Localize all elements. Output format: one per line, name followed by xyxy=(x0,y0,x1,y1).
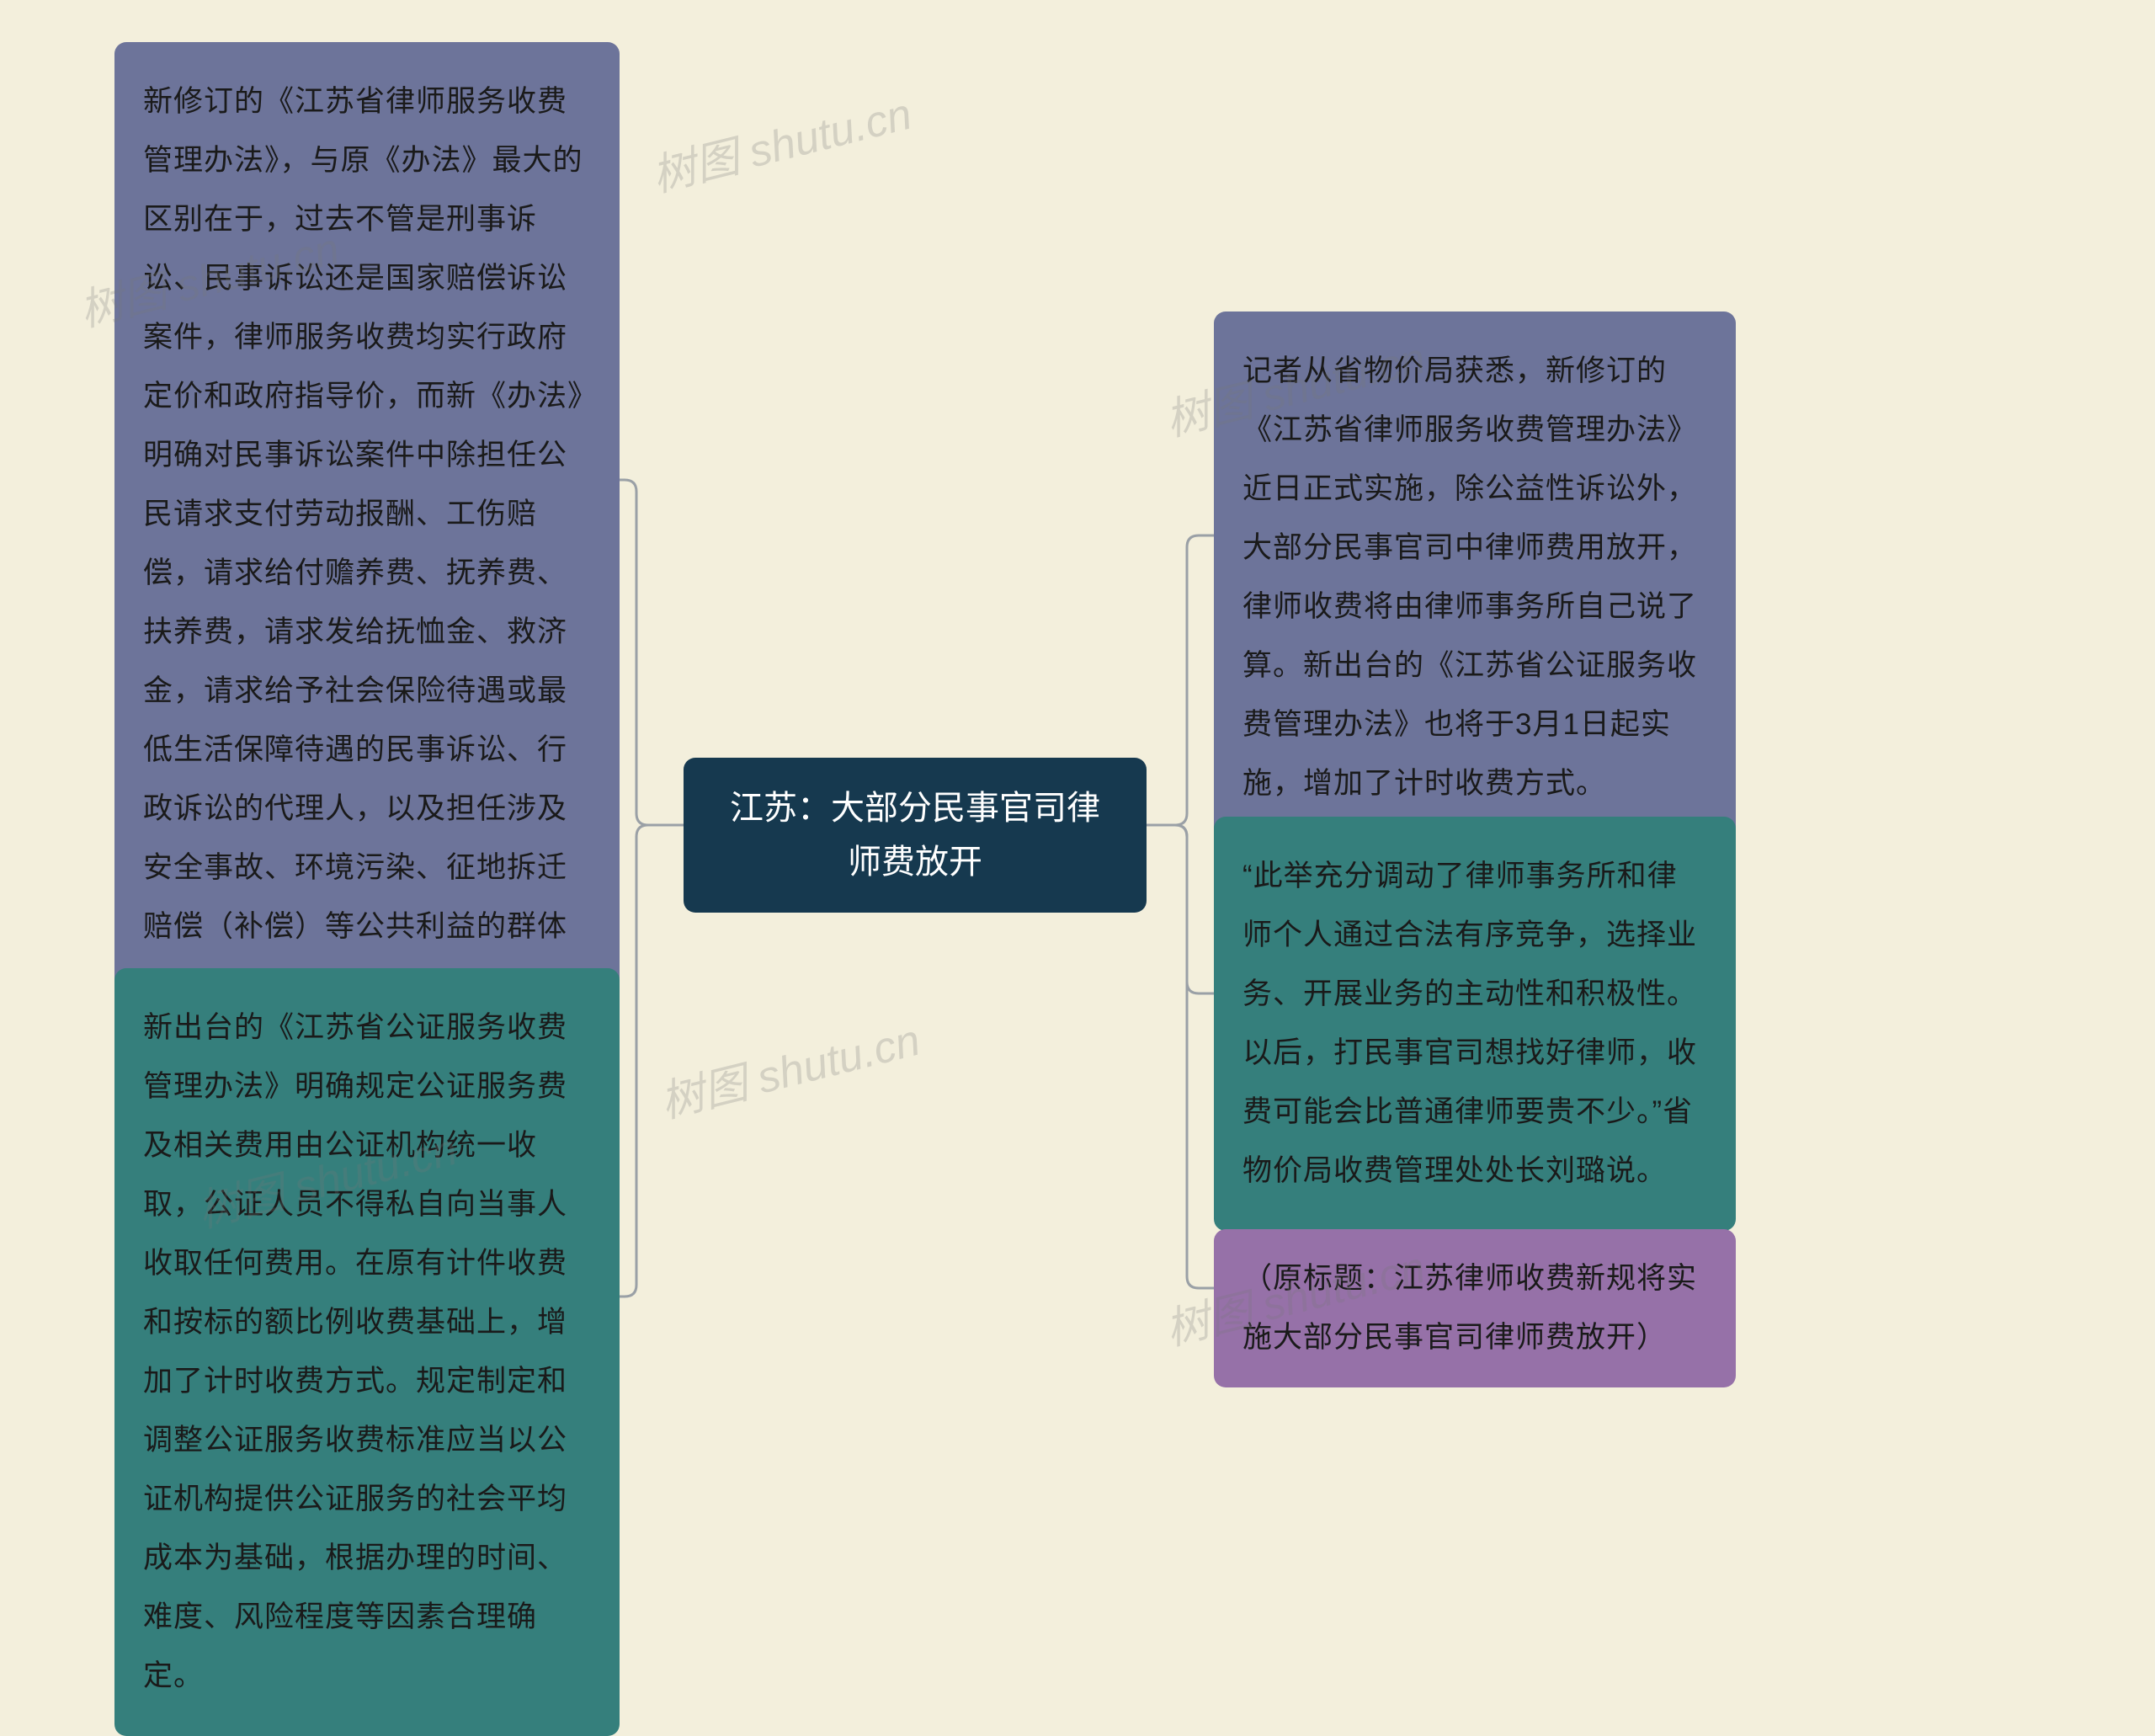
center-title-line1: 江苏：大部分民事官司律 xyxy=(714,781,1116,835)
left-bottom-text: 新出台的《江苏省公证服务收费管理办法》明确规定公证服务费及相关费用由公证机构统一… xyxy=(143,1011,567,1692)
right-middle-text: “此举充分调动了律师事务所和律师个人通过合法有序竞争，选择业务、开展业务的主动性… xyxy=(1242,860,1697,1187)
right-top-node: 记者从省物价局获悉，新修订的《江苏省律师服务收费管理办法》近日正式实施，除公益性… xyxy=(1214,312,1736,844)
watermark: 树图 shutu.cn xyxy=(645,78,918,204)
watermark: 树图 shutu.cn xyxy=(653,1004,926,1130)
right-bottom-text: （原标题：江苏律师收费新规将实施大部分民事官司律师费放开） xyxy=(1242,1262,1697,1354)
center-title-line2: 师费放开 xyxy=(714,835,1116,889)
right-top-text: 记者从省物价局获悉，新修订的《江苏省律师服务收费管理办法》近日正式实施，除公益性… xyxy=(1242,354,1697,800)
center-node: 江苏：大部分民事官司律 师费放开 xyxy=(684,758,1147,913)
left-bottom-node: 新出台的《江苏省公证服务收费管理办法》明确规定公证服务费及相关费用由公证机构统一… xyxy=(114,968,620,1736)
right-middle-node: “此举充分调动了律师事务所和律师个人通过合法有序竞争，选择业务、开展业务的主动性… xyxy=(1214,817,1736,1231)
left-top-text: 新修订的《江苏省律师服务收费管理办法》，与原《办法》最大的区别在于，过去不管是刑… xyxy=(143,85,583,1120)
right-bottom-node: （原标题：江苏律师收费新规将实施大部分民事官司律师费放开） xyxy=(1214,1229,1736,1387)
